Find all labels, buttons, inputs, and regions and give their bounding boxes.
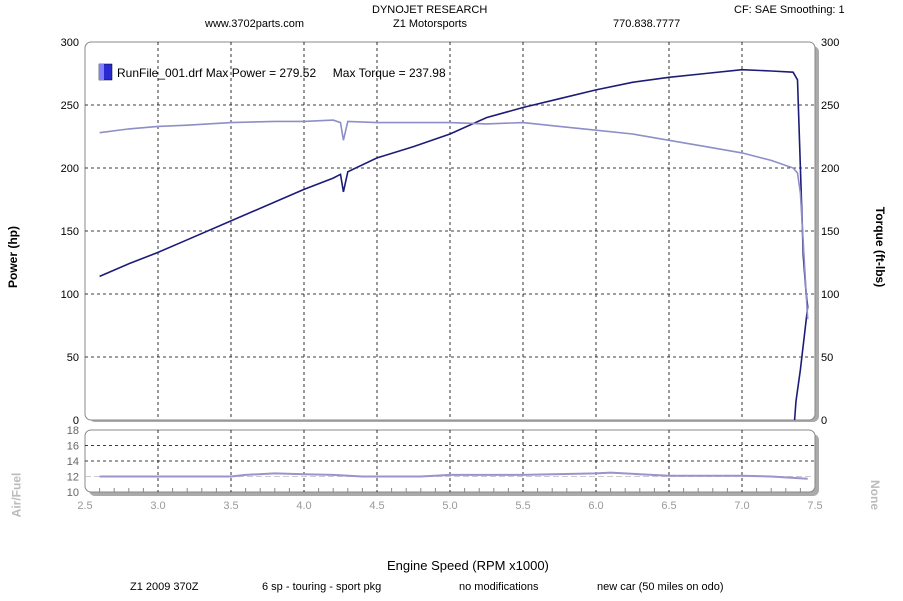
x-tick-label: 3.0 [150, 500, 165, 512]
x-tick-label: 3.5 [223, 500, 238, 512]
afr-tick-label: 18 [67, 425, 79, 437]
x-tick-label: 5.5 [515, 500, 530, 512]
y-tick-label-right: 250 [821, 100, 839, 112]
shop-name: Z1 Motorsports [393, 18, 467, 30]
afr-tick-label: 12 [67, 472, 79, 484]
series-air-fuel [99, 471, 808, 480]
y-tick-label-left: 200 [61, 163, 79, 175]
y-axis-label-left: Power (hp) [6, 226, 20, 288]
x-tick-label: 6.0 [588, 500, 603, 512]
afr-tick-label: 14 [67, 456, 79, 468]
x-tick-label: 6.5 [661, 500, 676, 512]
x-tick-label: 4.0 [296, 500, 311, 512]
settings: CF: SAE Smoothing: 1 [734, 4, 845, 16]
afr-axis-label-right: None [868, 480, 882, 510]
x-tick-label: 4.5 [369, 500, 384, 512]
y-tick-label-left: 50 [67, 352, 79, 364]
y-tick-label-left: 300 [61, 37, 79, 49]
phone: 770.838.7777 [613, 18, 681, 30]
y-tick-label-right: 200 [821, 163, 839, 175]
legend-swatch-highlight [99, 64, 104, 80]
footer-mods: no modifications [459, 581, 539, 593]
x-tick-label: 5.0 [442, 500, 457, 512]
legend-text: RunFile_001.drf Max Power = 279.52 Max T… [117, 66, 446, 80]
x-tick-label: 2.5 [77, 500, 92, 512]
footer-car: Z1 2009 370Z [130, 581, 199, 593]
afr-tick-label: 16 [67, 441, 79, 453]
y-tick-label-left: 0 [73, 415, 79, 427]
y-tick-label-right: 300 [821, 37, 839, 49]
afr-tick-label: 10 [67, 487, 79, 499]
x-axis-label: Engine Speed (RPM x1000) [387, 558, 549, 573]
website: www.3702parts.com [205, 18, 305, 30]
y-axis-label-right: Torque (ft-lbs) [873, 206, 888, 288]
x-tick-label: 7.0 [734, 500, 749, 512]
y-tick-label-left: 100 [61, 289, 79, 301]
afr-axis-label: Air/Fuel [9, 472, 24, 518]
y-tick-label-left: 150 [61, 226, 79, 238]
y-tick-label-right: 0 [821, 415, 827, 427]
y-tick-label-left: 250 [61, 100, 79, 112]
footer-notes: new car (50 miles on odo) [597, 581, 724, 593]
y-tick-label-right: 100 [821, 289, 839, 301]
footer-trans: 6 sp - touring - sport pkg [262, 581, 382, 593]
company-name: DYNOJET RESEARCH [372, 4, 488, 16]
y-tick-label-right: 150 [821, 226, 839, 238]
x-tick-label: 7.5 [807, 500, 822, 512]
y-tick-label-right: 50 [821, 352, 833, 364]
series-torque [99, 119, 809, 320]
